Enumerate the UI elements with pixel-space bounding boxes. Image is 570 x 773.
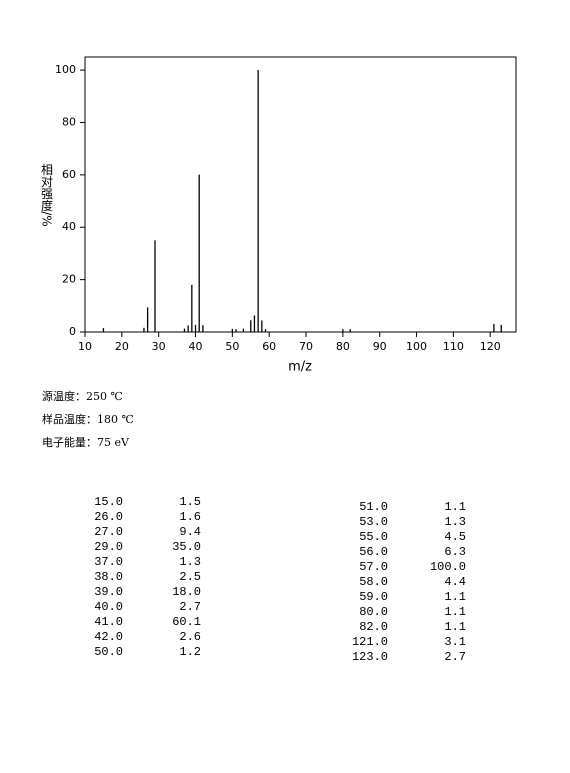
table-row: 82.0 1.1 [345, 620, 466, 635]
y-tick-label: 60 [62, 168, 76, 181]
mz: 59.0 [359, 590, 388, 604]
intensity: 100.0 [429, 560, 466, 574]
y-tick-label: 100 [55, 63, 76, 76]
mz: 40.0 [94, 600, 123, 614]
intensity: 2.7 [179, 600, 201, 614]
y-axis-label: 相对强度/% [40, 163, 54, 227]
intensity: 35.0 [172, 540, 201, 554]
table-row: 42.0 2.6 [80, 630, 201, 645]
table-row: 40.0 2.7 [80, 600, 201, 615]
x-tick-label: 20 [115, 340, 129, 353]
intensity: 1.1 [444, 620, 466, 634]
table-row: 59.0 1.1 [345, 590, 466, 605]
mz: 39.0 [94, 585, 123, 599]
intensity: 18.0 [172, 585, 201, 599]
table-row: 80.0 1.1 [345, 605, 466, 620]
x-tick-label: 110 [443, 340, 464, 353]
intensity: 1.2 [179, 645, 201, 659]
intensity: 2.5 [179, 570, 201, 584]
x-tick-label: 80 [336, 340, 350, 353]
intensity: 2.6 [179, 630, 201, 644]
condition: 电子能量：75 eV [42, 436, 129, 449]
intensity: 9.4 [179, 525, 201, 539]
x-tick-label: 60 [262, 340, 276, 353]
x-tick-label: 40 [189, 340, 203, 353]
x-tick-label: 10 [78, 340, 92, 353]
intensity: 1.3 [179, 555, 201, 569]
x-tick-label: 90 [373, 340, 387, 353]
mz: 29.0 [94, 540, 123, 554]
x-tick-label: 30 [152, 340, 166, 353]
table-row: 37.0 1.3 [80, 555, 201, 570]
mz: 55.0 [359, 530, 388, 544]
mz: 27.0 [94, 525, 123, 539]
mz: 123.0 [351, 650, 388, 664]
y-tick-label: 0 [69, 325, 76, 338]
intensity: 2.7 [444, 650, 466, 664]
chart: m/z 相对强度/% 10 20 30 40 50 60 70 80 90 100 110 120 0 2… [40, 56, 517, 375]
intensity: 3.1 [444, 635, 466, 649]
table-row: 56.0 6.3 [345, 545, 466, 560]
x-tick-label: 70 [299, 340, 313, 353]
table-row: 39.0 18.0 [80, 585, 201, 600]
x-axis-label: m/z [288, 360, 312, 375]
intensity: 6.3 [444, 545, 466, 559]
mz: 80.0 [359, 605, 388, 619]
y-tick-label: 40 [62, 220, 76, 233]
intensity: 1.6 [179, 510, 201, 524]
intensity: 1.1 [444, 500, 466, 514]
intensity: 1.3 [444, 515, 466, 529]
table-row: 38.0 2.5 [80, 570, 201, 585]
mz: 53.0 [359, 515, 388, 529]
table-row: 55.0 4.5 [345, 530, 466, 545]
intensity: 4.5 [444, 530, 466, 544]
mz: 58.0 [359, 575, 388, 589]
table-row: 29.0 35.0 [80, 540, 201, 555]
mz: 50.0 [94, 645, 123, 659]
intensity: 1.1 [444, 590, 466, 604]
table-column: 15.0 1.5 26.0 1.6 27.0 9.4 29.0 35.0 37.0 1.3 38.0… [80, 495, 201, 660]
plot-frame [84, 56, 517, 333]
mz: 51.0 [359, 500, 388, 514]
table-row: 53.0 1.3 [345, 515, 466, 530]
table-row: 26.0 1.6 [80, 510, 201, 525]
intensity: 1.5 [179, 495, 201, 509]
mz: 41.0 [94, 615, 123, 629]
x-tick-label: 50 [225, 340, 239, 353]
mz: 57.0 [359, 560, 388, 574]
mz: 37.0 [94, 555, 123, 569]
mz: 56.0 [359, 545, 388, 559]
intensity: 4.4 [444, 575, 466, 589]
table-row: 15.0 1.5 [80, 495, 201, 510]
table-column: 51.0 1.1 53.0 1.3 55.0 4.5 56.0 6.3 57.0 100.0 58.… [345, 500, 466, 665]
mz: 26.0 [94, 510, 123, 524]
mz: 42.0 [94, 630, 123, 644]
y-tick-label: 80 [62, 115, 76, 128]
condition: 源温度：250 ℃ [42, 390, 123, 403]
table-row: 58.0 4.4 [345, 575, 466, 590]
table-row: 50.0 1.2 [80, 645, 201, 660]
table-row: 121.0 3.1 [345, 635, 466, 650]
intensity: 60.1 [172, 615, 201, 629]
table-row: 27.0 9.4 [80, 525, 201, 540]
mz: 82.0 [359, 620, 388, 634]
condition: 样品温度：180 ℃ [42, 413, 134, 426]
x-tick-label: 100 [406, 340, 427, 353]
table-row: 41.0 60.1 [80, 615, 201, 630]
table-row: 57.0 100.0 [345, 560, 466, 575]
table-row: 51.0 1.1 [345, 500, 466, 515]
intensity: 1.1 [444, 605, 466, 619]
table-row: 123.0 2.7 [345, 650, 466, 665]
x-tick-label: 120 [480, 340, 501, 353]
mz: 38.0 [94, 570, 123, 584]
mz: 15.0 [94, 495, 123, 509]
mz: 121.0 [351, 635, 388, 649]
y-tick-label: 20 [62, 273, 76, 286]
